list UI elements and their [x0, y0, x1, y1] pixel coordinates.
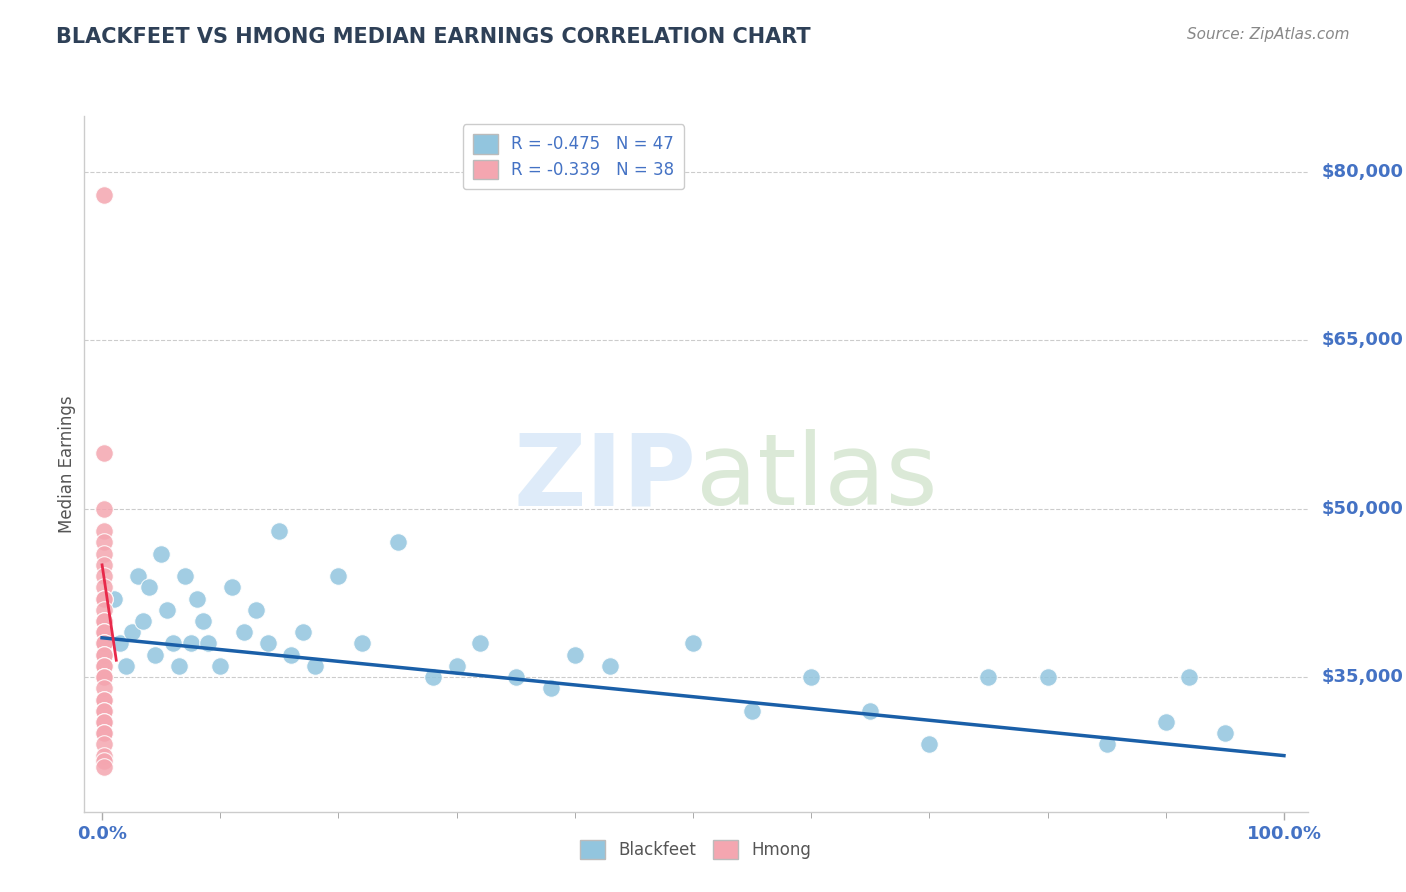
Text: $50,000: $50,000: [1322, 500, 1403, 517]
Point: [103, 591, 125, 606]
Point: [918, 738, 941, 752]
Point: [93, 591, 115, 606]
Text: BLACKFEET VS HMONG MEDIAN EARNINGS CORRELATION CHART: BLACKFEET VS HMONG MEDIAN EARNINGS CORRE…: [56, 27, 811, 46]
Point: [93, 704, 115, 718]
Point: [540, 681, 562, 696]
Point: [93, 670, 115, 684]
Point: [470, 636, 492, 650]
Point: [1178, 670, 1201, 684]
Point: [599, 658, 621, 673]
Point: [232, 625, 254, 640]
Point: [93, 714, 115, 729]
Text: ZIP: ZIP: [513, 429, 696, 526]
Point: [93, 625, 115, 640]
Point: [256, 636, 278, 650]
Point: [93, 714, 115, 729]
Point: [93, 558, 115, 572]
Point: [682, 636, 704, 650]
Point: [93, 704, 115, 718]
Point: [328, 569, 350, 583]
Point: [977, 670, 1000, 684]
Point: [93, 748, 115, 763]
Point: [173, 569, 195, 583]
Point: [93, 524, 115, 538]
Point: [93, 614, 115, 628]
Point: [93, 658, 115, 673]
Point: [156, 603, 179, 617]
Point: [93, 648, 115, 662]
Text: $35,000: $35,000: [1322, 668, 1403, 686]
Point: [93, 603, 115, 617]
Text: atlas: atlas: [696, 429, 938, 526]
Point: [93, 501, 115, 516]
Point: [446, 658, 468, 673]
Point: [292, 625, 315, 640]
Point: [387, 535, 409, 549]
Point: [93, 670, 115, 684]
Point: [93, 580, 115, 594]
Point: [150, 547, 173, 561]
Point: [197, 636, 219, 650]
Point: [505, 670, 527, 684]
Point: [138, 580, 160, 594]
Point: [93, 445, 115, 459]
Point: [93, 754, 115, 768]
Point: [143, 648, 166, 662]
Point: [93, 547, 115, 561]
Point: [422, 670, 444, 684]
Point: [180, 636, 202, 650]
Point: [1036, 670, 1059, 684]
Point: [93, 760, 115, 774]
Point: [859, 704, 882, 718]
Point: [93, 670, 115, 684]
Point: [93, 591, 115, 606]
Point: [93, 726, 115, 740]
Point: [108, 636, 131, 650]
Text: Source: ZipAtlas.com: Source: ZipAtlas.com: [1187, 27, 1350, 42]
Point: [1095, 738, 1118, 752]
Point: [564, 648, 586, 662]
Point: [127, 569, 149, 583]
Point: [186, 591, 208, 606]
Point: [245, 603, 267, 617]
Point: [209, 658, 232, 673]
Point: [93, 658, 115, 673]
Point: [352, 636, 374, 650]
Legend: Blackfeet, Hmong: Blackfeet, Hmong: [574, 833, 818, 866]
Text: $65,000: $65,000: [1322, 332, 1403, 350]
Point: [93, 681, 115, 696]
Point: [221, 580, 243, 594]
Point: [162, 636, 184, 650]
Text: $80,000: $80,000: [1322, 163, 1403, 181]
Point: [132, 614, 155, 628]
Y-axis label: Median Earnings: Median Earnings: [58, 395, 76, 533]
Point: [114, 658, 136, 673]
Point: [280, 648, 302, 662]
Point: [93, 614, 115, 628]
Point: [1213, 726, 1236, 740]
Point: [93, 569, 115, 583]
Point: [93, 726, 115, 740]
Point: [269, 524, 291, 538]
Point: [93, 692, 115, 706]
Point: [93, 187, 115, 202]
Point: [191, 614, 214, 628]
Point: [741, 704, 763, 718]
Point: [93, 636, 115, 650]
Point: [93, 636, 115, 650]
Point: [167, 658, 190, 673]
Point: [800, 670, 823, 684]
Point: [93, 738, 115, 752]
Point: [93, 648, 115, 662]
Point: [121, 625, 143, 640]
Point: [304, 658, 326, 673]
Point: [93, 692, 115, 706]
Point: [93, 535, 115, 549]
Point: [93, 625, 115, 640]
Point: [1154, 714, 1177, 729]
